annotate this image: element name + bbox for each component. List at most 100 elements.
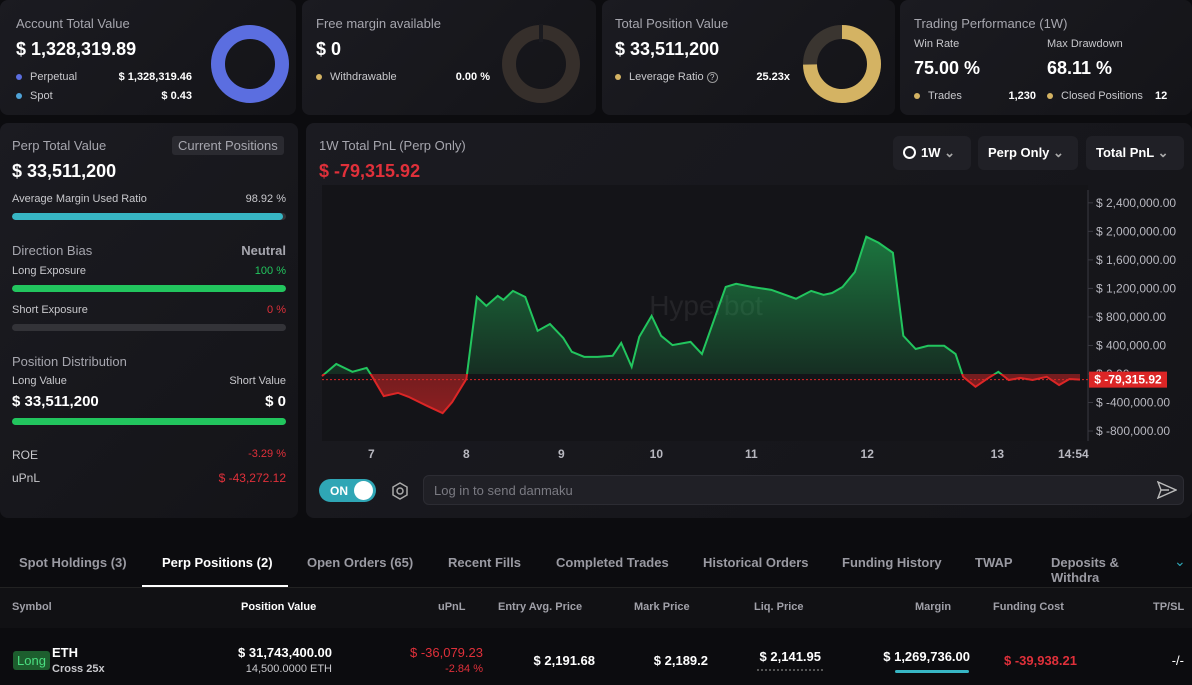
chart-current: $ -79,315.92	[319, 161, 421, 181]
send-icon[interactable]	[1157, 481, 1177, 499]
placeholder: Log in to send danmaku	[434, 483, 573, 498]
donut	[211, 25, 289, 103]
tab[interactable]: Spot Holdings (3)	[19, 555, 127, 570]
funding-cost: $ -39,938.21	[1003, 653, 1077, 668]
y-tick-label: $ -800,000.00	[1096, 424, 1170, 438]
label: Closed Positions	[1061, 90, 1143, 102]
stat-value: 68.11 %	[1047, 58, 1113, 78]
row-value: 1,230	[1008, 90, 1036, 102]
tab-underline	[142, 585, 288, 587]
column-header[interactable]: Mark Price	[634, 601, 690, 613]
label: Perp Only	[988, 145, 1050, 160]
tab[interactable]: Historical Orders	[703, 555, 809, 570]
line-down	[321, 373, 1081, 415]
chart-title: 1W Total PnL (Perp Only)	[319, 138, 466, 153]
column-header[interactable]: Symbol	[12, 601, 52, 613]
margin-mode: Cross 25x	[52, 663, 105, 675]
label: Average Margin Used Ratio	[12, 193, 147, 205]
bar-track	[12, 285, 286, 292]
tab-active[interactable]: Perp Positions (2)	[162, 555, 273, 570]
column-header[interactable]: Margin	[915, 601, 952, 613]
tab[interactable]: Open Orders (65)	[307, 555, 414, 570]
column-header[interactable]: uPnL	[438, 601, 466, 613]
label: uPnL	[12, 471, 41, 485]
column-header[interactable]: Position Value	[241, 601, 317, 613]
label: Long Exposure	[12, 265, 86, 277]
tab[interactable]: TWAP	[975, 555, 1013, 570]
tp-sl: -/-	[1171, 653, 1184, 668]
area-up	[322, 236, 1080, 374]
row-label: Trades	[914, 90, 962, 102]
card-value: $ 33,511,200	[615, 39, 720, 59]
tab[interactable]: Funding History	[842, 555, 942, 570]
position-card: Total Position Value $ 33,511,200 Levera…	[602, 0, 895, 115]
section-title: Position Distribution	[12, 354, 127, 369]
margin-bar	[12, 213, 284, 220]
bar-track	[12, 213, 286, 220]
column-header[interactable]: Funding Cost	[993, 601, 1064, 613]
bar-track	[12, 324, 286, 331]
free-margin-card: Free margin available $ 0 Withdrawable 0…	[302, 0, 596, 115]
settings-icon[interactable]	[390, 481, 410, 501]
scope-select[interactable]: Perp Only ⌄	[978, 136, 1078, 170]
mark-price: $ 2,189.2	[653, 653, 708, 668]
symbol[interactable]: ETH	[52, 645, 78, 660]
perp-value: $ 33,511,200	[12, 161, 117, 181]
danmaku-input[interactable]: Log in to send danmaku	[423, 475, 1184, 505]
card-title: Total Position Value	[615, 16, 729, 31]
table-header	[0, 588, 1192, 628]
value: $ 0	[265, 393, 286, 410]
x-tick-label: 10	[650, 447, 664, 461]
row-label: Leverage Ratio ?	[615, 71, 718, 83]
y-tick-label: $ 800,000.00	[1096, 310, 1166, 324]
label: Long Value	[12, 375, 67, 387]
current-tag-label: $ -79,315.92	[1094, 373, 1162, 387]
column-header[interactable]: Liq. Price	[754, 601, 804, 613]
panel-title: Perp Total Value	[12, 138, 107, 153]
column-header[interactable]: Entry Avg. Price	[498, 601, 583, 613]
tab[interactable]: Deposits & Withdra	[1051, 555, 1119, 585]
current-positions-button[interactable]: Current Positions	[172, 136, 284, 155]
y-tick-label: $ -400,000.00	[1096, 395, 1170, 409]
label: Spot	[30, 90, 53, 102]
range-select[interactable]: 1W ⌄	[893, 136, 971, 170]
card-title: Trading Performance (1W)	[914, 16, 1068, 31]
label: Total PnL	[1096, 145, 1155, 160]
x-tick-label: 9	[558, 447, 565, 461]
x-tick-label: 7	[368, 447, 375, 461]
side-badge: Long	[13, 651, 50, 670]
label: 1W	[921, 145, 941, 160]
long-bar	[12, 285, 286, 292]
danmaku-toggle[interactable]: ON	[319, 479, 376, 502]
row-value: 12	[1155, 90, 1168, 102]
label: ON	[330, 484, 348, 498]
y-tick-label: $ 1,200,000.00	[1096, 281, 1176, 295]
tab[interactable]: Completed Trades	[556, 555, 669, 570]
card-value: $ 0	[316, 39, 342, 59]
margin: $ 1,269,736.00	[883, 649, 970, 664]
performance-card: Trading Performance (1W) Win Rate 75.00 …	[900, 0, 1192, 115]
value: $ -43,272.12	[218, 471, 286, 485]
label: Perpetual	[30, 71, 78, 83]
area-down	[322, 373, 1080, 414]
column-header[interactable]: TP/SL	[1153, 601, 1185, 613]
tab-more[interactable]: ⌄	[1174, 553, 1186, 569]
stat-value: 75.00 %	[914, 58, 981, 78]
entry-price: $ 2,191.68	[533, 653, 595, 668]
donut	[502, 24, 580, 103]
row-label: Spot	[16, 90, 53, 102]
y-tick-label: $ 400,000.00	[1096, 338, 1166, 352]
upnl: $ -36,079.23	[409, 645, 483, 660]
value: 100 %	[254, 265, 286, 277]
metric-select[interactable]: Total PnL ⌄	[1086, 136, 1184, 170]
value: 0 %	[267, 304, 286, 316]
y-tick-label: $ 1,600,000.00	[1096, 253, 1176, 267]
section-title: Direction Bias	[12, 243, 93, 258]
tab[interactable]: Recent Fills	[448, 555, 521, 570]
current-tag	[1089, 371, 1167, 388]
row-label: Perpetual	[16, 71, 77, 83]
label: Leverage Ratio	[629, 71, 704, 83]
x-tick-label: 8	[463, 447, 470, 461]
row-value: $ 0.43	[161, 90, 192, 102]
label: Short Exposure	[12, 304, 88, 316]
